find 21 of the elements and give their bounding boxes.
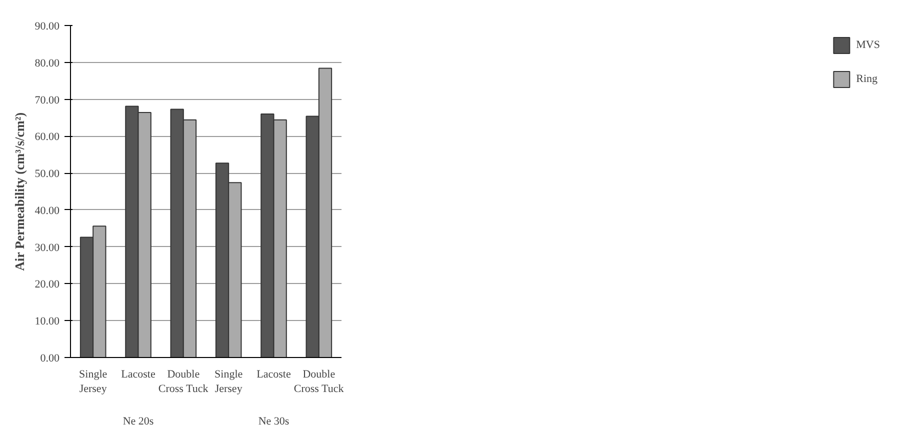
text: Ne 20s	[122, 416, 154, 428]
legend-label: Ring	[856, 73, 878, 85]
x-tick-label: Single Jersey	[214, 368, 243, 395]
legend-label: MVS	[856, 39, 880, 51]
y-tick-label: 90.00	[34, 20, 60, 32]
x-tick-label: Lacoste	[121, 368, 156, 380]
y-tick-label: 70.00	[34, 94, 60, 106]
y-tick-label: 40.00	[34, 204, 60, 217]
y-tick-label: 0.00	[40, 352, 60, 364]
y-tick-label: 60.00	[34, 131, 60, 144]
y-tick-label: 80.00	[34, 57, 60, 70]
y-tick-label: 50.00	[34, 168, 60, 180]
x-tick-label: Single Jersey	[79, 368, 108, 395]
y-axis-title: Air Permeability (cm³/s/cm²)	[12, 112, 27, 271]
x-tick-label: Double Cross Tuck	[294, 368, 344, 395]
text: Ne 30s	[258, 416, 290, 428]
x-tick-label: Double Cross Tuck	[158, 368, 209, 395]
y-tick-label: 20.00	[34, 278, 60, 291]
x-tick-label: Lacoste	[256, 368, 291, 380]
y-tick-label: 10.00	[34, 316, 60, 328]
y-tick-label: 30.00	[34, 242, 60, 254]
